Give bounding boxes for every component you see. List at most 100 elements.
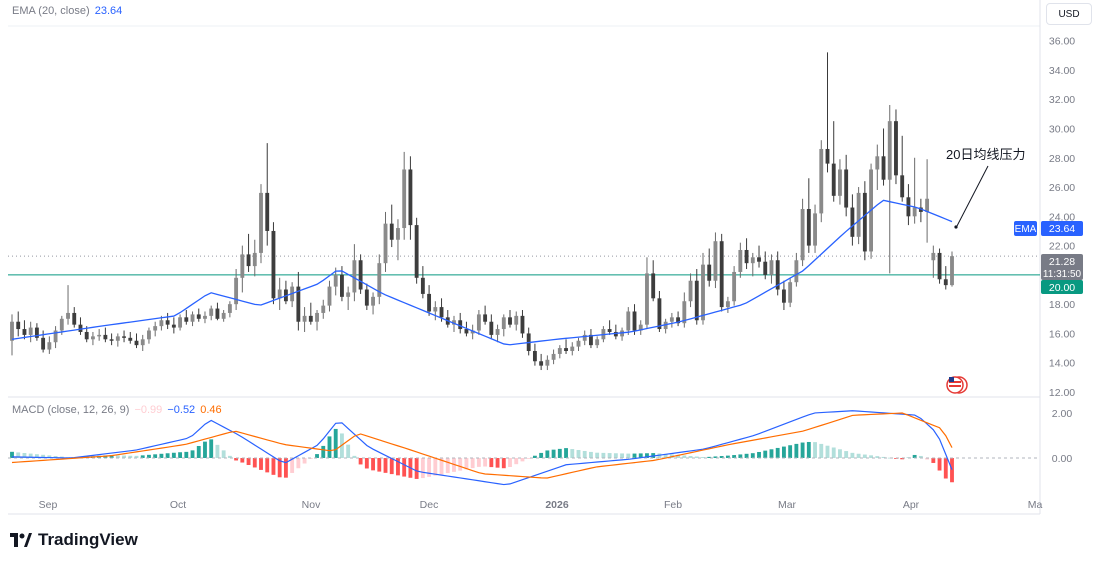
- annotation[interactable]: 20日均线压力: [946, 147, 1025, 229]
- currency-button[interactable]: USD: [1046, 3, 1092, 25]
- price-axis: 36.00 34.00 32.00 30.00 28.00 26.00 24.00 22.00…: [1049, 36, 1075, 399]
- candle-body: [321, 305, 326, 313]
- macd-hist-bar: [215, 444, 220, 458]
- macd-hist-bar: [532, 455, 537, 458]
- candle-body: [147, 330, 151, 340]
- candle-body: [439, 307, 444, 318]
- macd-legend-label: MACD (close, 12, 26, 9): [12, 404, 130, 416]
- candle-body: [470, 330, 475, 334]
- macd-hist-bar: [788, 445, 793, 458]
- macd-hist-bar: [514, 458, 519, 465]
- macd-hist-bar: [750, 453, 755, 458]
- candle-body: [159, 320, 164, 327]
- macd-hist-bar: [383, 458, 388, 473]
- ema-price-tag: EMA 23.64: [1014, 221, 1083, 236]
- candle-body: [775, 260, 780, 290]
- macd-hist-bar: [464, 458, 469, 470]
- macd-line-value: −0.52: [167, 404, 196, 416]
- candle-body: [707, 264, 712, 281]
- annotation-text: 20日均线压力: [946, 147, 1025, 162]
- candle-body: [41, 337, 46, 350]
- macd-hist-bar: [184, 451, 189, 458]
- macd-hist-bar: [539, 452, 544, 458]
- macd-hist-bar: [209, 439, 214, 458]
- macd-hist-bar: [203, 441, 207, 458]
- candle-body: [950, 256, 954, 286]
- candle-body: [931, 252, 936, 261]
- ema-legend-label: EMA (20, close): [12, 5, 90, 17]
- candle-body: [402, 169, 407, 229]
- candle-body: [887, 121, 892, 180]
- candle-body: [234, 277, 239, 305]
- candle-body: [153, 326, 158, 331]
- candle-body: [414, 225, 419, 278]
- ema-legend[interactable]: EMA (20, close) 23.64: [12, 5, 124, 17]
- candle-body: [215, 308, 220, 319]
- macd-hist-bar: [763, 450, 768, 458]
- candle-body: [557, 348, 562, 354]
- candle-body: [246, 254, 251, 267]
- candle-body: [520, 315, 525, 334]
- us-flag-icon[interactable]: [946, 376, 968, 394]
- macd-hist-bar: [34, 454, 39, 458]
- macd-hist-value: −0.99: [134, 404, 163, 416]
- macd-hist-bar: [844, 451, 849, 458]
- macd-axis: 2.00 0.00: [1052, 408, 1073, 465]
- price-tick-label: 24.00: [1049, 211, 1075, 223]
- candle-body: [744, 249, 749, 264]
- time-label: Nov: [302, 499, 321, 511]
- candle-body: [757, 257, 761, 262]
- candle-body: [271, 230, 276, 299]
- candle-body: [308, 315, 313, 322]
- candle-body: [72, 312, 77, 325]
- candle-body: [28, 327, 33, 335]
- candle-body: [265, 192, 270, 231]
- macd-hist-bar: [557, 448, 562, 458]
- candle-body: [564, 348, 568, 352]
- candle-body: [16, 321, 21, 330]
- candle-body: [613, 331, 618, 337]
- time-label: Apr: [903, 499, 920, 511]
- candle-body: [377, 263, 382, 297]
- macd-hist-bar: [377, 458, 382, 472]
- candle-body: [763, 261, 768, 275]
- time-label: Oct: [170, 499, 186, 511]
- ema-line: [11, 199, 953, 346]
- macd-legend[interactable]: MACD (close, 12, 26, 9) −0.99 −0.52 0.46: [12, 404, 224, 416]
- candle-body: [688, 280, 693, 302]
- macd-hist-bar: [595, 452, 600, 458]
- macd-hist-bar: [371, 458, 375, 471]
- level-price-tag: 20.00: [1041, 280, 1083, 294]
- candle-body: [115, 336, 120, 341]
- tradingview-logo-icon: [10, 533, 32, 547]
- candle-body: [794, 260, 799, 283]
- macd-hist-bar: [925, 458, 930, 460]
- ema-tag-value: 23.64: [1049, 223, 1075, 235]
- macd-hist-bar: [501, 458, 506, 469]
- macd-hist-bar: [159, 453, 164, 458]
- macd-line: [11, 410, 953, 486]
- tradingview-logo[interactable]: TradingView: [10, 530, 138, 550]
- candle-body: [638, 324, 643, 331]
- candle-body: [632, 311, 637, 331]
- candle-body: [66, 312, 70, 319]
- candle-body: [663, 321, 668, 330]
- signal-line: [11, 412, 953, 479]
- candle-body: [84, 331, 89, 340]
- macd-hist-bar: [794, 443, 799, 458]
- macd-hist-bar: [508, 458, 512, 467]
- macd-hist-bar: [234, 458, 239, 461]
- candle-body: [943, 279, 948, 286]
- macd-hist-bar: [41, 454, 46, 458]
- ema-tag-label: EMA: [1015, 224, 1037, 235]
- candle-body: [371, 296, 375, 306]
- macd-hist-bar: [115, 455, 120, 458]
- candle-body: [514, 315, 519, 325]
- macd-hist-bar: [221, 450, 226, 458]
- candle-body: [340, 274, 344, 297]
- macd-hist-bar: [470, 458, 475, 469]
- candle-body: [221, 312, 226, 319]
- candle-body: [669, 317, 674, 322]
- candle-body: [750, 257, 755, 264]
